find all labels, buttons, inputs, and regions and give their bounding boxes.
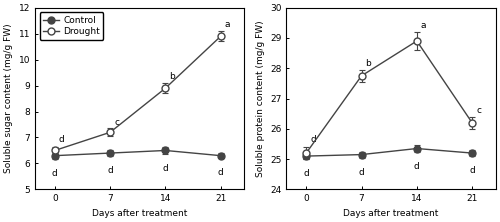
Text: d: d bbox=[470, 166, 475, 175]
Legend: Control, Drought: Control, Drought bbox=[40, 12, 104, 40]
Text: d: d bbox=[304, 169, 309, 178]
Text: d: d bbox=[218, 168, 224, 177]
X-axis label: Days after treatment: Days after treatment bbox=[344, 209, 439, 218]
Y-axis label: Soluble protein content (mg/g FW): Soluble protein content (mg/g FW) bbox=[256, 20, 264, 177]
Y-axis label: Soluble sugar content (mg/g FW): Soluble sugar content (mg/g FW) bbox=[4, 24, 13, 173]
Text: c: c bbox=[114, 118, 119, 127]
Text: b: b bbox=[366, 59, 371, 68]
Text: d: d bbox=[358, 168, 364, 177]
Text: d: d bbox=[162, 164, 168, 172]
Text: c: c bbox=[476, 106, 481, 115]
X-axis label: Days after treatment: Days after treatment bbox=[92, 209, 188, 218]
Text: b: b bbox=[170, 72, 175, 81]
Text: a: a bbox=[421, 21, 426, 30]
Text: d: d bbox=[310, 135, 316, 144]
Text: d: d bbox=[59, 135, 64, 144]
Text: d: d bbox=[414, 162, 420, 170]
Text: a: a bbox=[224, 20, 230, 29]
Text: d: d bbox=[52, 169, 58, 178]
Text: d: d bbox=[108, 166, 113, 175]
